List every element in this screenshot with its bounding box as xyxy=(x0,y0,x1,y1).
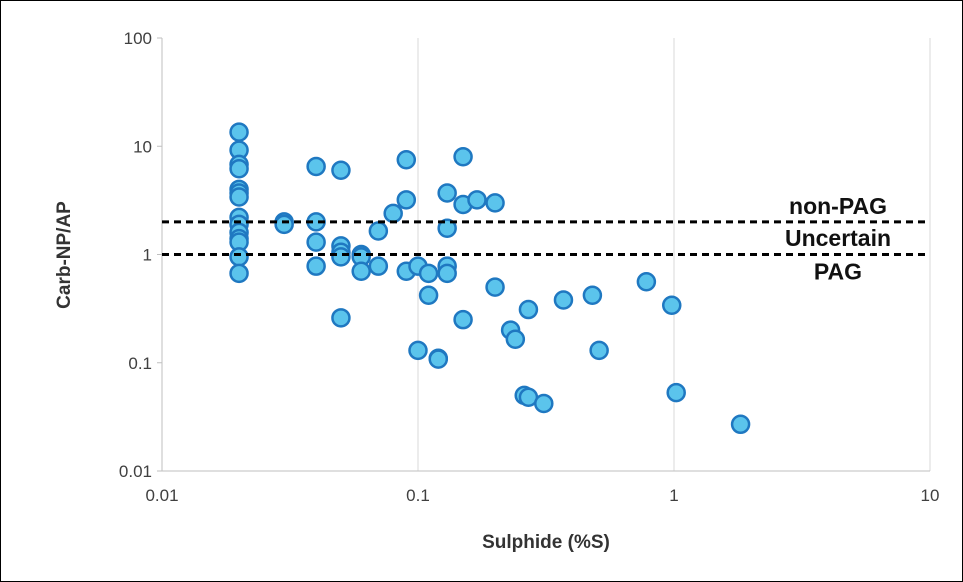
data-point xyxy=(306,256,326,276)
data-point xyxy=(428,349,449,369)
data-point xyxy=(331,308,351,328)
data-point xyxy=(306,156,326,177)
data-point xyxy=(229,187,249,207)
data-point xyxy=(229,158,249,179)
x-tick-label: 10 xyxy=(921,486,940,505)
data-point xyxy=(666,382,686,403)
data-point xyxy=(505,329,526,349)
data-point xyxy=(437,218,457,238)
vertical-gridlines xyxy=(417,38,931,471)
data-point xyxy=(589,340,609,361)
tick-labels: 0.01 0.1 1 10 100 0.01 0.1 1 10 xyxy=(119,29,940,505)
data-point xyxy=(229,247,249,267)
data-point xyxy=(229,122,249,142)
data-point xyxy=(534,393,554,414)
y-tick-label: 10 xyxy=(133,137,152,156)
x-tick-label: 0.1 xyxy=(406,486,430,505)
data-point xyxy=(331,247,351,267)
data-point xyxy=(368,256,389,276)
data-point xyxy=(418,263,439,284)
data-points xyxy=(229,122,751,435)
y-axis-title: Carb-NP/AP xyxy=(54,201,75,309)
data-point xyxy=(453,309,473,330)
data-point xyxy=(553,290,574,310)
y-tick-label: 0.01 xyxy=(119,462,152,481)
data-point xyxy=(418,285,439,306)
data-point xyxy=(582,285,603,306)
data-point xyxy=(331,160,351,181)
x-tick-label: 0.01 xyxy=(145,486,178,505)
data-point xyxy=(636,272,657,292)
data-point xyxy=(229,263,249,284)
reference-lines xyxy=(162,220,930,256)
y-tick-label: 1 xyxy=(143,246,152,265)
data-point xyxy=(662,295,682,315)
data-point xyxy=(730,414,751,435)
data-point xyxy=(408,340,428,361)
x-tick-label: 1 xyxy=(669,486,678,505)
zone-label: PAG xyxy=(814,259,862,285)
data-point xyxy=(396,150,417,170)
data-point xyxy=(485,277,505,297)
data-point xyxy=(437,183,457,203)
data-point xyxy=(485,193,505,213)
data-point xyxy=(274,214,294,235)
zone-label: Uncertain xyxy=(785,225,891,251)
data-point xyxy=(306,232,326,252)
data-point xyxy=(396,190,417,210)
data-point xyxy=(437,263,457,284)
data-point xyxy=(351,261,371,282)
annotations: non-PAG Uncertain PAG xyxy=(785,193,891,285)
data-point xyxy=(368,221,389,241)
x-axis-title: Sulphide (%S) xyxy=(482,532,610,553)
data-point xyxy=(383,203,403,224)
y-tick-label: 100 xyxy=(124,29,152,48)
data-point xyxy=(453,146,473,167)
data-point xyxy=(467,190,487,210)
zone-label: non-PAG xyxy=(789,193,887,219)
y-tick-label: 0.1 xyxy=(128,354,152,373)
data-point xyxy=(518,299,539,320)
